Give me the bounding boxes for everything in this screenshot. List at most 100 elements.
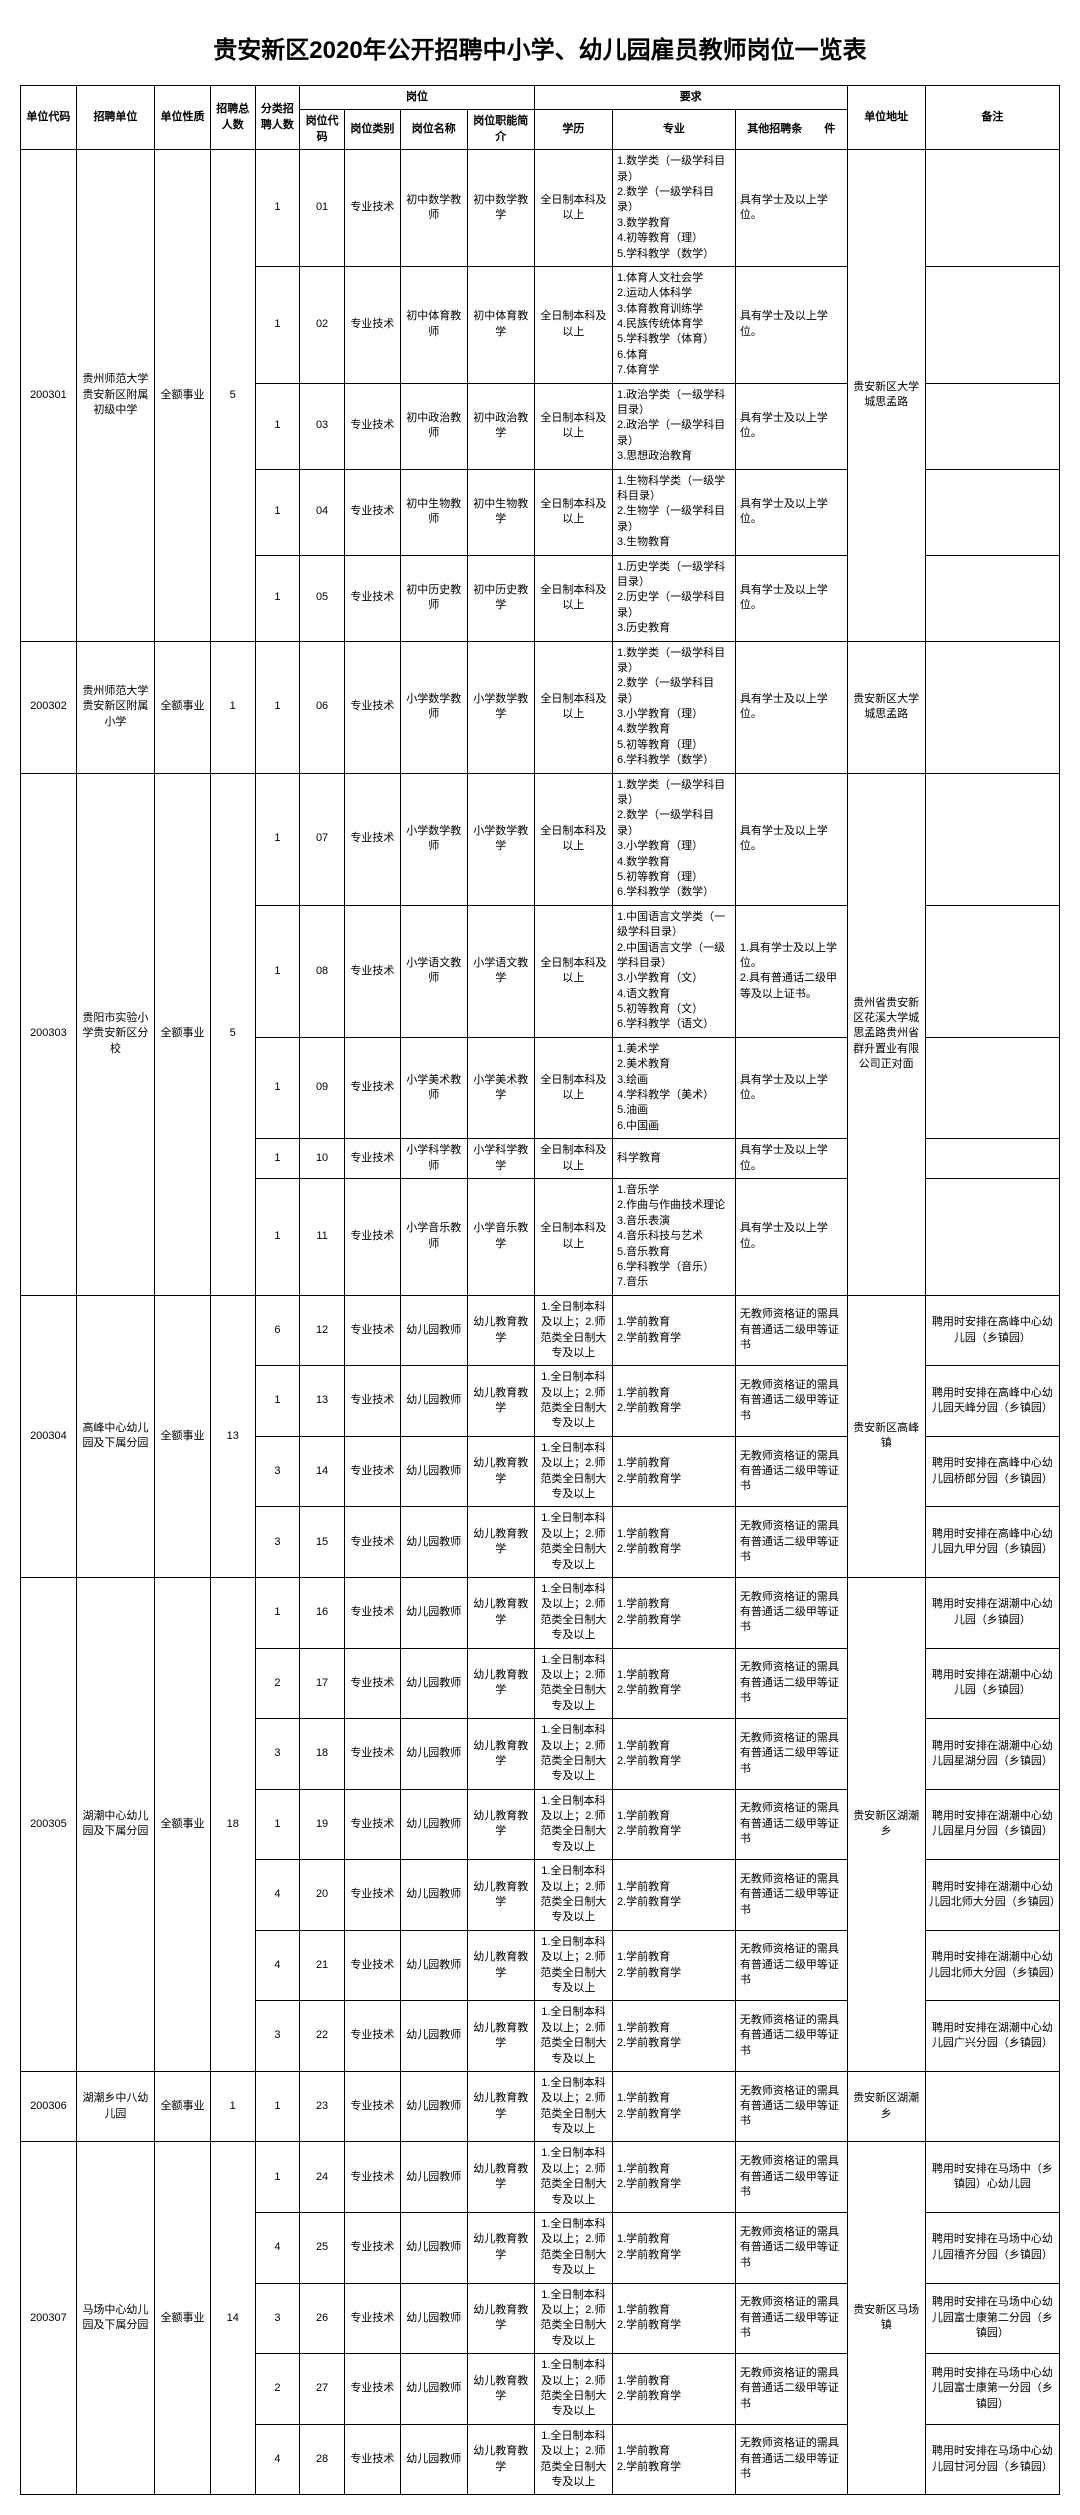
cell-major: 1.学前教育 2.学前教育学: [612, 2142, 735, 2213]
cell-major: 1.学前教育 2.学前教育学: [612, 2071, 735, 2142]
cell-nature: 全额事业: [155, 2142, 211, 2495]
cell-pos-name: 初中数学教师: [400, 150, 467, 267]
cell-subcount: 4: [255, 2424, 300, 2495]
cell-pos-type: 专业技术: [344, 1507, 400, 1578]
cell-pos-code: 07: [300, 773, 345, 905]
th-pos-desc: 岗位职能简介: [467, 110, 534, 150]
cell-edu: 1.全日制本科及以上；2.师范类全日制大专及以上: [534, 2001, 612, 2072]
cell-other: 无教师资格证的需具有普通话二级甲等证书: [735, 1366, 847, 1437]
cell-pos-code: 04: [300, 469, 345, 555]
cell-subcount: 1: [255, 641, 300, 773]
cell-major: 1.学前教育 2.学前教育学: [612, 1507, 735, 1578]
cell-pos-type: 专业技术: [344, 773, 400, 905]
cell-note: [925, 1037, 1059, 1138]
cell-subcount: 3: [255, 2283, 300, 2354]
cell-other: 具有学士及以上学位。: [735, 469, 847, 555]
cell-edu: 1.全日制本科及以上；2.师范类全日制大专及以上: [534, 2213, 612, 2284]
cell-other: 1.具有学士及以上学位。 2.具有普通话二级甲等及以上证书。: [735, 905, 847, 1037]
cell-subcount: 1: [255, 266, 300, 383]
cell-edu: 全日制本科及以上: [534, 383, 612, 469]
cell-other: 无教师资格证的需具有普通话二级甲等证书: [735, 1719, 847, 1790]
cell-pos-code: 27: [300, 2354, 345, 2425]
cell-subcount: 1: [255, 150, 300, 267]
cell-unit-code: 200306: [21, 2071, 77, 2142]
cell-other: 无教师资格证的需具有普通话二级甲等证书: [735, 2283, 847, 2354]
cell-edu: 1.全日制本科及以上；2.师范类全日制大专及以上: [534, 1507, 612, 1578]
cell-pos-desc: 幼儿教育教学: [467, 2283, 534, 2354]
cell-pos-code: 12: [300, 1295, 345, 1366]
cell-edu: 1.全日制本科及以上；2.师范类全日制大专及以上: [534, 1648, 612, 1719]
cell-total: 13: [210, 1295, 255, 1577]
cell-total: 14: [210, 2142, 255, 2495]
cell-pos-desc: 幼儿教育教学: [467, 1507, 534, 1578]
cell-pos-name: 幼儿园教师: [400, 2001, 467, 2072]
cell-total: 5: [210, 773, 255, 1295]
cell-major: 1.学前教育 2.学前教育学: [612, 1648, 735, 1719]
cell-edu: 1.全日制本科及以上；2.师范类全日制大专及以上: [534, 2283, 612, 2354]
cell-note: [925, 469, 1059, 555]
cell-nature: 全额事业: [155, 1295, 211, 1577]
cell-pos-desc: 幼儿教育教学: [467, 1295, 534, 1366]
cell-note: [925, 1139, 1059, 1179]
cell-addr: 贵安新区大学城思孟路: [847, 150, 925, 641]
cell-pos-name: 初中历史教师: [400, 555, 467, 641]
cell-note: [925, 2071, 1059, 2142]
cell-note: [925, 555, 1059, 641]
cell-subcount: 1: [255, 1139, 300, 1179]
cell-pos-desc: 幼儿教育教学: [467, 1860, 534, 1931]
cell-edu: 1.全日制本科及以上；2.师范类全日制大专及以上: [534, 1577, 612, 1648]
cell-note: 聘用时安排在马场中（乡镇园）心幼儿园: [925, 2142, 1059, 2213]
cell-major: 1.学前教育 2.学前教育学: [612, 2424, 735, 2495]
cell-edu: 全日制本科及以上: [534, 469, 612, 555]
cell-major: 1.学前教育 2.学前教育学: [612, 1295, 735, 1366]
cell-note: [925, 1179, 1059, 1296]
cell-nature: 全额事业: [155, 773, 211, 1295]
cell-pos-desc: 初中数学教学: [467, 150, 534, 267]
cell-pos-name: 幼儿园教师: [400, 2354, 467, 2425]
th-nature: 单位性质: [155, 86, 211, 150]
table-row: 200304高峰中心幼儿园及下属分园全额事业13612专业技术幼儿园教师幼儿教育…: [21, 1295, 1060, 1366]
cell-pos-desc: 初中历史教学: [467, 555, 534, 641]
cell-pos-name: 幼儿园教师: [400, 2213, 467, 2284]
th-note: 备注: [925, 86, 1059, 150]
cell-note: [925, 266, 1059, 383]
cell-subcount: 1: [255, 1179, 300, 1296]
cell-edu: 1.全日制本科及以上；2.师范类全日制大专及以上: [534, 1366, 612, 1437]
table-header: 单位代码 招聘单位 单位性质 招聘总人数 分类招聘人数 岗位 要求 单位地址 备…: [21, 86, 1060, 150]
cell-note: [925, 383, 1059, 469]
cell-pos-type: 专业技术: [344, 469, 400, 555]
cell-edu: 1.全日制本科及以上；2.师范类全日制大专及以上: [534, 1436, 612, 1507]
cell-subcount: 3: [255, 1719, 300, 1790]
cell-pos-code: 01: [300, 150, 345, 267]
cell-pos-code: 16: [300, 1577, 345, 1648]
cell-edu: 1.全日制本科及以上；2.师范类全日制大专及以上: [534, 1295, 612, 1366]
cell-major: 1.学前教育 2.学前教育学: [612, 1930, 735, 2001]
cell-other: 具有学士及以上学位。: [735, 773, 847, 905]
cell-note: 聘用时安排在湖潮中心幼儿园（乡镇园）: [925, 1577, 1059, 1648]
cell-pos-desc: 幼儿教育教学: [467, 1577, 534, 1648]
cell-unit-code: 200305: [21, 1577, 77, 2071]
cell-subcount: 1: [255, 383, 300, 469]
cell-pos-name: 小学美术教师: [400, 1037, 467, 1138]
cell-major: 1.历史学类（一级学科目录） 2.历史学（一级学科目录） 3.历史教育: [612, 555, 735, 641]
cell-subcount: 2: [255, 2354, 300, 2425]
recruitment-table: 单位代码 招聘单位 单位性质 招聘总人数 分类招聘人数 岗位 要求 单位地址 备…: [20, 85, 1060, 2495]
cell-major: 1.学前教育 2.学前教育学: [612, 1366, 735, 1437]
cell-addr: 贵州省贵安新区花溪大学城思孟路贵州省群升置业有限公司正对面: [847, 773, 925, 1295]
cell-pos-code: 22: [300, 2001, 345, 2072]
cell-major: 1.数学类（一级学科目录） 2.数学（一级学科目录） 3.数学教育 4.初等教育…: [612, 150, 735, 267]
cell-pos-code: 08: [300, 905, 345, 1037]
cell-pos-code: 05: [300, 555, 345, 641]
cell-pos-desc: 初中政治教学: [467, 383, 534, 469]
cell-other: 具有学士及以上学位。: [735, 266, 847, 383]
cell-subcount: 4: [255, 1860, 300, 1931]
cell-addr: 贵安新区湖潮乡: [847, 1577, 925, 2071]
cell-major: 1.音乐学 2.作曲与作曲技术理论 3.音乐表演 4.音乐科技与艺术 5.音乐教…: [612, 1179, 735, 1296]
cell-unit-name: 贵州师范大学贵安新区附属小学: [76, 641, 154, 773]
cell-edu: 全日制本科及以上: [534, 266, 612, 383]
cell-other: 具有学士及以上学位。: [735, 1037, 847, 1138]
cell-pos-desc: 幼儿教育教学: [467, 2001, 534, 2072]
cell-pos-code: 13: [300, 1366, 345, 1437]
cell-pos-name: 幼儿园教师: [400, 1436, 467, 1507]
cell-edu: 1.全日制本科及以上；2.师范类全日制大专及以上: [534, 1719, 612, 1790]
